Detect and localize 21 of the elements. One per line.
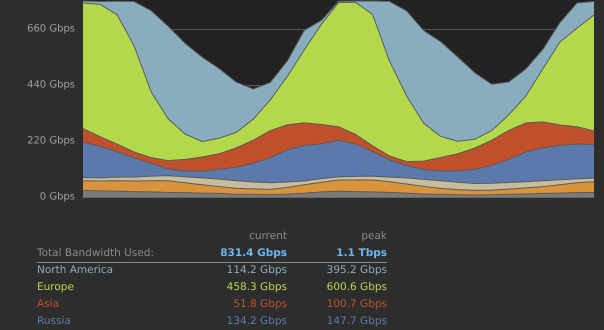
- y-tick-label: 660 Gbps: [27, 24, 75, 35]
- text: 600.6 Gbps: [326, 281, 387, 294]
- text: 1.1 Tbps: [336, 247, 387, 260]
- text: 51.8 Gbps: [233, 298, 287, 311]
- y-tick-label: 220 Gbps: [27, 136, 75, 147]
- y-tick-label: 440 Gbps: [27, 80, 75, 91]
- text: 100.7 Gbps: [326, 298, 387, 311]
- text: 147.7 Gbps: [326, 315, 387, 328]
- text: 458.3 Gbps: [226, 281, 287, 294]
- text: peak: [361, 230, 387, 243]
- text: Russia: [37, 315, 71, 328]
- text: 395.2 Gbps: [326, 264, 387, 277]
- text: 831.4 Gbps: [220, 247, 287, 260]
- y-tick-label: 0 Gbps: [40, 192, 75, 202]
- text: North America: [37, 264, 114, 277]
- text: 134.2 Gbps: [226, 315, 287, 328]
- text: 114.2 Gbps: [226, 264, 287, 277]
- text: Asia: [37, 298, 60, 311]
- text: Total Bandwidth Used:: [37, 247, 154, 260]
- text: current: [249, 230, 287, 243]
- text: Europe: [37, 281, 74, 294]
